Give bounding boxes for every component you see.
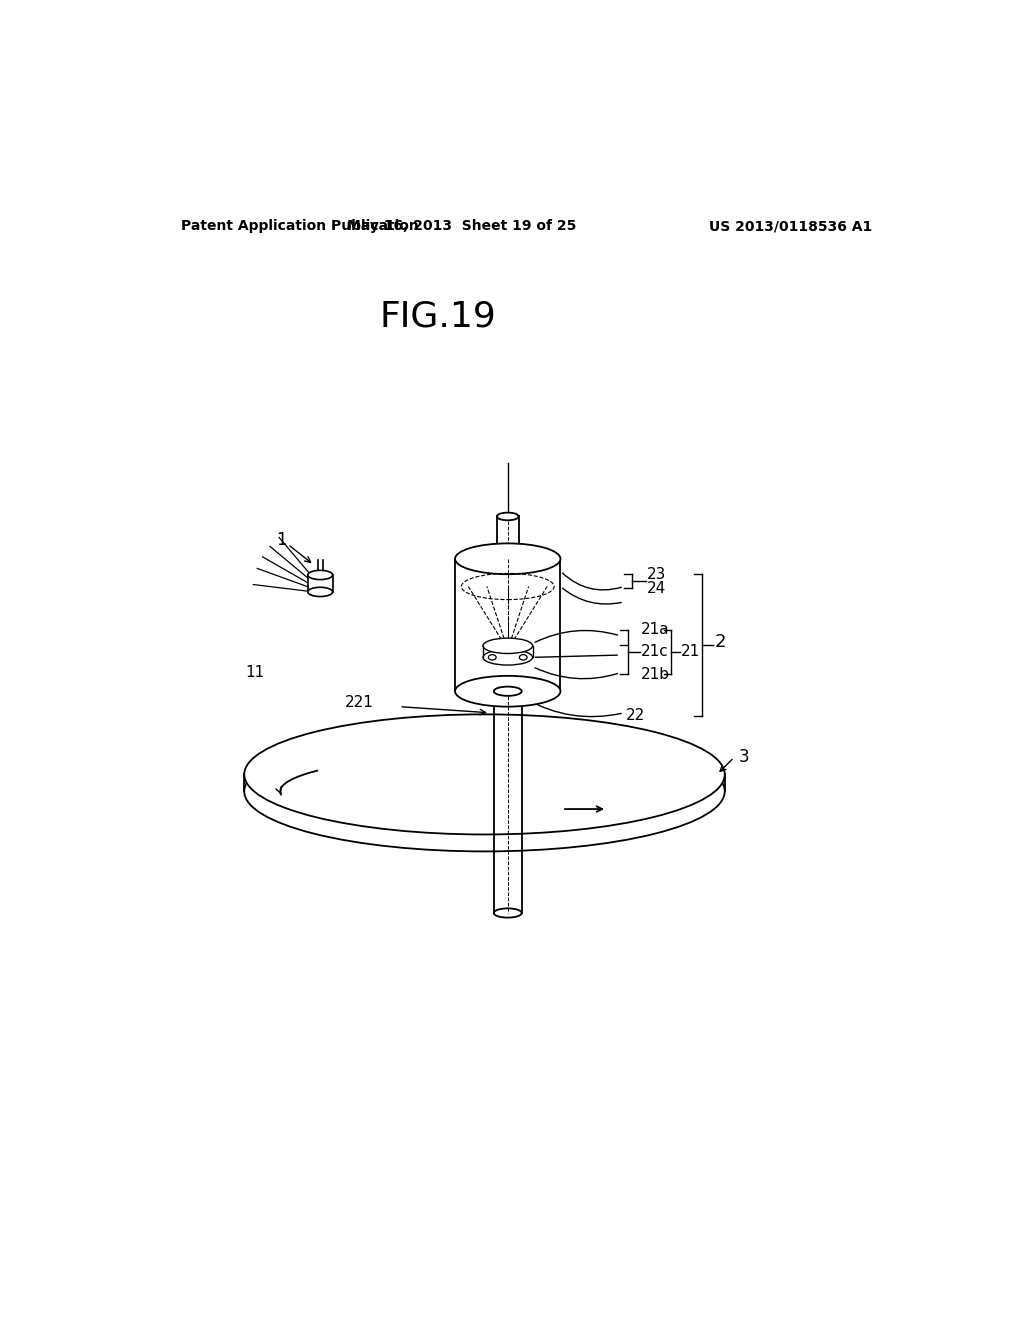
Ellipse shape [483,649,532,665]
Bar [308,576,333,591]
Text: Patent Application Publication: Patent Application Publication [180,219,419,234]
Ellipse shape [497,557,518,564]
Ellipse shape [308,587,333,597]
Ellipse shape [455,676,560,706]
Text: 22: 22 [626,709,645,723]
Ellipse shape [497,512,518,520]
Text: 11: 11 [246,665,265,680]
Text: 21c: 21c [641,644,669,660]
Ellipse shape [308,570,333,579]
Ellipse shape [519,655,527,660]
Ellipse shape [455,544,560,574]
Text: May 16, 2013  Sheet 19 of 25: May 16, 2013 Sheet 19 of 25 [346,219,575,234]
Text: 221: 221 [345,694,374,710]
Text: 24: 24 [647,581,667,595]
Text: FIG.19: FIG.19 [380,300,497,333]
Text: 21: 21 [681,644,700,660]
Ellipse shape [245,731,725,851]
Ellipse shape [494,908,521,917]
Ellipse shape [488,655,496,660]
Text: 23: 23 [647,566,667,582]
Ellipse shape [245,714,725,834]
Ellipse shape [483,638,532,653]
Text: 3: 3 [738,748,750,767]
Ellipse shape [494,686,521,696]
Text: US 2013/0118536 A1: US 2013/0118536 A1 [709,219,872,234]
Text: 2: 2 [715,634,726,651]
Text: 21b: 21b [641,667,670,682]
Text: 1: 1 [276,531,287,549]
Text: 21a: 21a [641,622,670,638]
